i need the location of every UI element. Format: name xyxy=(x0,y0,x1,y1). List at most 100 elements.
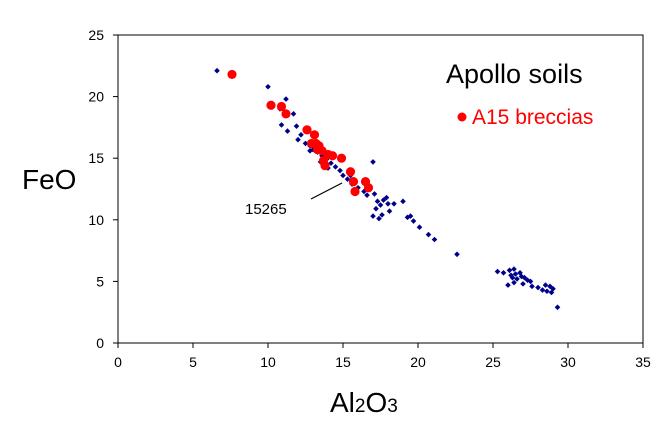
x-tick-label: 25 xyxy=(485,354,501,370)
y-tick-label: 20 xyxy=(88,89,104,105)
breccia-point xyxy=(227,69,237,80)
breccia-point xyxy=(363,183,374,193)
soil-point xyxy=(505,282,511,288)
soil-point xyxy=(527,278,534,285)
soil-point xyxy=(391,200,397,207)
soil-point xyxy=(544,288,550,295)
y-tick-label: 25 xyxy=(88,27,104,43)
soil-point xyxy=(511,279,517,286)
breccia-point xyxy=(336,153,347,163)
x-axis-label: Al2O3 xyxy=(330,387,398,418)
soil-point xyxy=(361,188,367,195)
soil-point xyxy=(518,273,525,280)
breccia-point xyxy=(266,100,276,110)
soil-point xyxy=(524,277,531,283)
soil-point xyxy=(425,231,432,238)
soil-point xyxy=(506,267,513,274)
soil-point xyxy=(539,287,546,293)
soil-point xyxy=(514,276,520,282)
soil-point xyxy=(265,83,271,90)
legend-label-breccias: A15 breccias xyxy=(472,106,593,129)
soil-point xyxy=(517,269,523,276)
x-axis-label-sub1: 2 xyxy=(355,396,366,417)
soil-point xyxy=(383,194,390,201)
soil-point xyxy=(370,213,376,219)
y-axis-label: FeO xyxy=(22,164,76,195)
soil-point xyxy=(520,281,526,287)
soil-point xyxy=(509,274,516,281)
soil-point xyxy=(364,192,370,198)
soil-point xyxy=(278,122,285,128)
soil-point xyxy=(332,164,339,170)
legend-marker-breccias xyxy=(457,112,467,122)
breccia-point xyxy=(320,160,330,171)
plot-frame xyxy=(117,34,644,344)
x-axis-label-sub2: 3 xyxy=(387,396,398,417)
soil-point xyxy=(542,282,549,288)
x-tick-label: 30 xyxy=(560,354,576,370)
breccia-point xyxy=(302,125,312,135)
x-axis-label-mid: O xyxy=(365,387,387,418)
soil-point xyxy=(407,213,414,219)
soil-point xyxy=(500,269,507,276)
soil-point xyxy=(214,67,220,74)
soil-point xyxy=(386,208,393,214)
breccia-point xyxy=(309,130,320,140)
breccia-series xyxy=(227,69,374,197)
soil-point xyxy=(337,167,343,174)
soils-series xyxy=(214,67,561,311)
annotation-leader-line xyxy=(310,182,343,200)
y-tick-label: 10 xyxy=(88,212,104,228)
soil-point xyxy=(328,160,334,166)
soil-point xyxy=(508,272,514,279)
soil-point xyxy=(284,128,291,134)
soil-point xyxy=(340,172,346,179)
soil-point xyxy=(431,236,438,243)
soil-point xyxy=(295,136,301,143)
soil-point xyxy=(512,271,519,277)
soil-point xyxy=(550,285,556,292)
breccia-point xyxy=(281,109,291,119)
soil-point xyxy=(494,268,501,275)
x-tick-label: 5 xyxy=(189,354,197,370)
soil-point xyxy=(293,123,300,129)
breccia-point xyxy=(327,151,338,161)
soil-point xyxy=(400,198,406,205)
soil-point xyxy=(385,200,391,207)
soil-point xyxy=(373,205,379,212)
x-tick-label: 20 xyxy=(410,354,426,370)
x-axis-label-main: Al xyxy=(330,387,355,418)
soil-point xyxy=(344,176,351,182)
y-tick-label: 15 xyxy=(88,150,104,166)
soil-point xyxy=(511,266,517,272)
soil-point xyxy=(548,289,555,296)
soil-point xyxy=(380,197,387,203)
soil-point xyxy=(283,96,289,102)
soil-point xyxy=(307,148,313,154)
annotation-label: 15265 xyxy=(245,201,287,218)
y-tick-label: 0 xyxy=(96,335,104,351)
y-tick-label: 5 xyxy=(96,273,104,289)
x-tick-label: 0 xyxy=(114,354,122,370)
breccia-point xyxy=(345,167,356,177)
soil-point xyxy=(521,274,528,281)
labels: FeO Al2O3 Apollo soils A15 breccias 1526… xyxy=(22,59,593,418)
axes: 0 5 10 15 20 25 30 35 0 5 10 15 20 25 xyxy=(88,27,651,370)
soil-point xyxy=(374,198,381,205)
soil-point xyxy=(410,218,417,224)
x-tick-label: 15 xyxy=(335,354,351,370)
soil-point xyxy=(535,284,541,291)
x-tick-label: 35 xyxy=(635,354,651,370)
soil-point xyxy=(379,212,385,218)
soil-point xyxy=(529,283,535,290)
soil-point xyxy=(377,202,384,208)
soil-point xyxy=(376,215,382,222)
soil-point xyxy=(547,283,553,290)
soil-point xyxy=(371,191,378,197)
soil-point xyxy=(554,304,561,311)
soil-point xyxy=(290,111,297,117)
soil-point xyxy=(370,159,376,165)
breccia-point xyxy=(348,177,359,187)
legend-title: Apollo soils xyxy=(446,59,583,89)
